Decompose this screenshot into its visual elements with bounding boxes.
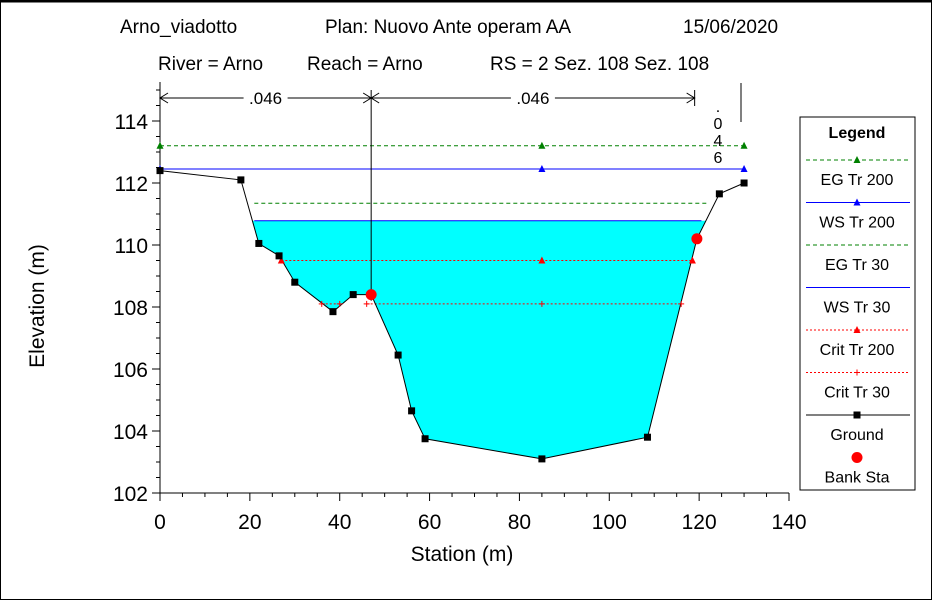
- legend-swatch-marker: [853, 411, 861, 419]
- legend-item-bank-sta: Bank Sta: [825, 452, 890, 487]
- legend-item-ws-tr-200: WS Tr 200: [806, 198, 910, 232]
- marker-crit-tr-200: [688, 256, 696, 264]
- legend-swatch-marker: [854, 369, 860, 376]
- legend-item-eg-tr-30: EG Tr 30: [806, 244, 910, 274]
- plan-title: Plan: Nuovo Ante operam AA: [325, 17, 571, 38]
- legend-item-crit-tr-30: Crit Tr 30: [806, 369, 910, 402]
- marker-ws-tr-200: [538, 165, 546, 173]
- x-tick-label: 120: [682, 511, 717, 534]
- legend-label: EG Tr 200: [821, 172, 894, 189]
- ground-point: [291, 278, 299, 286]
- y-tick-label: 104: [113, 421, 148, 444]
- x-tick-label: 20: [238, 511, 261, 534]
- x-tick-label: 0: [154, 511, 166, 534]
- x-tick-label: 100: [592, 511, 627, 534]
- marker-eg-tr-200: [156, 141, 164, 149]
- ground-point: [715, 190, 723, 198]
- project-title: Arno_viadotto: [120, 17, 237, 38]
- ground-point: [394, 351, 402, 359]
- legend-item-ws-tr-30: WS Tr 30: [806, 287, 910, 317]
- legend-label: EG Tr 30: [825, 257, 889, 274]
- ground-point: [329, 308, 337, 316]
- ground-point: [421, 435, 429, 443]
- date-label: 15/06/2020: [683, 17, 778, 38]
- ground-point: [538, 455, 546, 463]
- vertical-rs-label-char: 6: [714, 150, 723, 167]
- manning-arrow-left: [159, 92, 169, 104]
- legend-label: WS Tr 200: [819, 215, 895, 232]
- legend-item-eg-tr-200: EG Tr 200: [806, 156, 910, 189]
- legend-label: WS Tr 30: [824, 300, 891, 317]
- x-tick-label: 80: [508, 511, 531, 534]
- y-tick-label: 110: [115, 235, 148, 258]
- marker-eg-tr-200: [740, 141, 748, 149]
- legend-swatch-marker: [853, 326, 861, 333]
- ground-point: [156, 167, 164, 175]
- ground-point: [408, 407, 416, 415]
- ground-point: [275, 252, 283, 260]
- y-tick-label: 114: [115, 111, 149, 134]
- bank-station-point: [691, 233, 703, 245]
- y-tick-label: 108: [113, 297, 148, 320]
- marker-ws-tr-200: [740, 165, 748, 173]
- reach-label: Reach = Arno: [307, 54, 423, 75]
- x-tick-label: 40: [328, 511, 351, 534]
- vertical-rs-label-char: .: [716, 99, 720, 116]
- series-line-ground: [159, 170, 745, 460]
- water-surface-fill: [252, 220, 706, 459]
- legend-swatch-marker: [851, 452, 863, 463]
- y-axis-label: Elevation (m): [26, 244, 49, 368]
- manning-n-label: .046: [516, 89, 549, 108]
- legend-title: Legend: [829, 125, 886, 142]
- marker-crit-tr-30: [678, 300, 685, 307]
- legend-swatch-marker: [853, 198, 861, 206]
- manning-n-label: .046: [249, 89, 282, 108]
- river-label: River = Arno: [158, 54, 263, 75]
- ground-point: [255, 239, 263, 247]
- marker-crit-tr-30: [363, 300, 370, 307]
- y-tick-label: 106: [113, 359, 148, 382]
- legend-swatch-marker: [853, 156, 861, 163]
- ground-point: [643, 433, 651, 441]
- legend-item-crit-tr-200: Crit Tr 200: [806, 326, 910, 359]
- ground-point: [349, 291, 357, 299]
- marker-crit-tr-200: [538, 256, 546, 264]
- marker-crit-tr-30: [538, 300, 545, 307]
- x-axis-label: Station (m): [411, 543, 514, 566]
- legend-label: Crit Tr 30: [824, 385, 890, 402]
- marker-eg-tr-200: [538, 141, 546, 149]
- marker-crit-tr-30: [318, 300, 325, 307]
- legend-label: Bank Sta: [825, 470, 890, 487]
- ground-point: [237, 176, 245, 184]
- bank-station-point: [365, 289, 377, 301]
- legend-item-ground: Ground: [806, 411, 910, 444]
- legend-label: Crit Tr 200: [820, 342, 895, 359]
- legend-frame: [799, 116, 916, 491]
- x-tick-label: 140: [771, 511, 806, 534]
- marker-crit-tr-200: [277, 256, 285, 264]
- legend-box: Legend EG Tr 200 WS Tr 200 EG Tr 30 WS Tr 3…: [799, 116, 916, 491]
- rs-label: RS = 2 Sez. 108 Sez. 108: [490, 54, 709, 75]
- y-tick-label: 112: [115, 173, 148, 196]
- ground-point: [740, 179, 748, 187]
- y-tick-label: 102: [113, 483, 148, 506]
- vertical-rs-label-char: 0: [714, 116, 723, 133]
- legend-label: Ground: [830, 427, 883, 444]
- vertical-rs-label-char: 4: [714, 133, 723, 150]
- x-tick-label: 60: [418, 511, 441, 534]
- marker-crit-tr-30: [336, 300, 343, 307]
